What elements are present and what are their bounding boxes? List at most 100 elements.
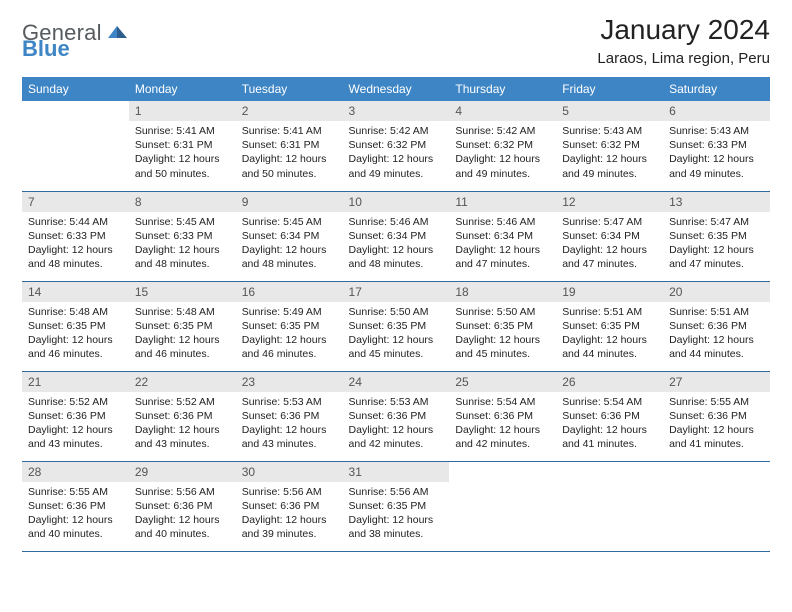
brand-mark-icon: [108, 24, 128, 45]
daylight-line: Daylight: 12 hours and 42 minutes.: [455, 423, 550, 451]
daylight-line: Daylight: 12 hours and 46 minutes.: [28, 333, 123, 361]
day-number: 19: [556, 282, 663, 302]
sunset-line: Sunset: 6:35 PM: [669, 229, 764, 243]
sunrise-line: Sunrise: 5:43 AM: [669, 124, 764, 138]
sunrise-line: Sunrise: 5:43 AM: [562, 124, 657, 138]
daylight-line: Daylight: 12 hours and 43 minutes.: [135, 423, 230, 451]
weekday-header: Tuesday: [236, 77, 343, 101]
day-number: 5: [556, 101, 663, 121]
day-number: 29: [129, 462, 236, 482]
calendar-body: .1Sunrise: 5:41 AMSunset: 6:31 PMDayligh…: [22, 101, 770, 551]
day-number: 30: [236, 462, 343, 482]
daylight-line: Daylight: 12 hours and 38 minutes.: [349, 513, 444, 541]
day-details: Sunrise: 5:52 AMSunset: 6:36 PMDaylight:…: [22, 392, 129, 458]
daylight-line: Daylight: 12 hours and 40 minutes.: [28, 513, 123, 541]
sunrise-line: Sunrise: 5:55 AM: [28, 485, 123, 499]
day-number: 9: [236, 192, 343, 212]
sunrise-line: Sunrise: 5:45 AM: [135, 215, 230, 229]
sunset-line: Sunset: 6:32 PM: [349, 138, 444, 152]
sunrise-line: Sunrise: 5:56 AM: [349, 485, 444, 499]
day-details: Sunrise: 5:45 AMSunset: 6:33 PMDaylight:…: [129, 212, 236, 278]
day-details: Sunrise: 5:50 AMSunset: 6:35 PMDaylight:…: [343, 302, 450, 368]
calendar-day-cell: 11Sunrise: 5:46 AMSunset: 6:34 PMDayligh…: [449, 191, 556, 281]
sunset-line: Sunset: 6:34 PM: [349, 229, 444, 243]
daylight-line: Daylight: 12 hours and 41 minutes.: [669, 423, 764, 451]
calendar-day-cell: 2Sunrise: 5:41 AMSunset: 6:31 PMDaylight…: [236, 101, 343, 191]
weekday-header: Wednesday: [343, 77, 450, 101]
calendar-day-cell: 19Sunrise: 5:51 AMSunset: 6:35 PMDayligh…: [556, 281, 663, 371]
calendar-day-cell: 27Sunrise: 5:55 AMSunset: 6:36 PMDayligh…: [663, 371, 770, 461]
calendar-day-cell: 9Sunrise: 5:45 AMSunset: 6:34 PMDaylight…: [236, 191, 343, 281]
sunrise-line: Sunrise: 5:50 AM: [455, 305, 550, 319]
sunset-line: Sunset: 6:36 PM: [242, 409, 337, 423]
day-details: Sunrise: 5:51 AMSunset: 6:36 PMDaylight:…: [663, 302, 770, 368]
day-details: Sunrise: 5:47 AMSunset: 6:35 PMDaylight:…: [663, 212, 770, 278]
daylight-line: Daylight: 12 hours and 50 minutes.: [242, 152, 337, 180]
sunrise-line: Sunrise: 5:48 AM: [135, 305, 230, 319]
daylight-line: Daylight: 12 hours and 40 minutes.: [135, 513, 230, 541]
day-details: Sunrise: 5:48 AMSunset: 6:35 PMDaylight:…: [22, 302, 129, 368]
day-number: 8: [129, 192, 236, 212]
sunset-line: Sunset: 6:36 PM: [242, 499, 337, 513]
calendar-day-cell: 7Sunrise: 5:44 AMSunset: 6:33 PMDaylight…: [22, 191, 129, 281]
sunset-line: Sunset: 6:31 PM: [135, 138, 230, 152]
calendar-day-cell: 5Sunrise: 5:43 AMSunset: 6:32 PMDaylight…: [556, 101, 663, 191]
sunrise-line: Sunrise: 5:48 AM: [28, 305, 123, 319]
sunrise-line: Sunrise: 5:50 AM: [349, 305, 444, 319]
day-details: Sunrise: 5:52 AMSunset: 6:36 PMDaylight:…: [129, 392, 236, 458]
daylight-line: Daylight: 12 hours and 46 minutes.: [242, 333, 337, 361]
calendar-day-cell: 23Sunrise: 5:53 AMSunset: 6:36 PMDayligh…: [236, 371, 343, 461]
day-details: Sunrise: 5:54 AMSunset: 6:36 PMDaylight:…: [449, 392, 556, 458]
weekday-header: Thursday: [449, 77, 556, 101]
day-number: 25: [449, 372, 556, 392]
day-number: 16: [236, 282, 343, 302]
calendar-day-cell: 12Sunrise: 5:47 AMSunset: 6:34 PMDayligh…: [556, 191, 663, 281]
calendar-day-cell: 21Sunrise: 5:52 AMSunset: 6:36 PMDayligh…: [22, 371, 129, 461]
day-number: 21: [22, 372, 129, 392]
day-details: Sunrise: 5:56 AMSunset: 6:36 PMDaylight:…: [129, 482, 236, 548]
calendar-day-cell: 13Sunrise: 5:47 AMSunset: 6:35 PMDayligh…: [663, 191, 770, 281]
sunrise-line: Sunrise: 5:42 AM: [349, 124, 444, 138]
daylight-line: Daylight: 12 hours and 43 minutes.: [242, 423, 337, 451]
sunset-line: Sunset: 6:34 PM: [562, 229, 657, 243]
daylight-line: Daylight: 12 hours and 48 minutes.: [242, 243, 337, 271]
calendar-day-cell: 28Sunrise: 5:55 AMSunset: 6:36 PMDayligh…: [22, 461, 129, 551]
day-details: Sunrise: 5:55 AMSunset: 6:36 PMDaylight:…: [22, 482, 129, 548]
calendar-day-cell: 25Sunrise: 5:54 AMSunset: 6:36 PMDayligh…: [449, 371, 556, 461]
calendar-week-row: 28Sunrise: 5:55 AMSunset: 6:36 PMDayligh…: [22, 461, 770, 551]
day-number: 17: [343, 282, 450, 302]
sunset-line: Sunset: 6:32 PM: [562, 138, 657, 152]
sunset-line: Sunset: 6:36 PM: [135, 499, 230, 513]
sunrise-line: Sunrise: 5:51 AM: [669, 305, 764, 319]
day-details: Sunrise: 5:46 AMSunset: 6:34 PMDaylight:…: [343, 212, 450, 278]
day-details: Sunrise: 5:45 AMSunset: 6:34 PMDaylight:…: [236, 212, 343, 278]
day-number: 2: [236, 101, 343, 121]
sunrise-line: Sunrise: 5:56 AM: [135, 485, 230, 499]
day-number: 10: [343, 192, 450, 212]
daylight-line: Daylight: 12 hours and 39 minutes.: [242, 513, 337, 541]
daylight-line: Daylight: 12 hours and 46 minutes.: [135, 333, 230, 361]
daylight-line: Daylight: 12 hours and 49 minutes.: [349, 152, 444, 180]
daylight-line: Daylight: 12 hours and 45 minutes.: [349, 333, 444, 361]
daylight-line: Daylight: 12 hours and 41 minutes.: [562, 423, 657, 451]
calendar-week-row: 7Sunrise: 5:44 AMSunset: 6:33 PMDaylight…: [22, 191, 770, 281]
day-number: 15: [129, 282, 236, 302]
sunrise-line: Sunrise: 5:55 AM: [669, 395, 764, 409]
day-number: 1: [129, 101, 236, 121]
day-details: Sunrise: 5:54 AMSunset: 6:36 PMDaylight:…: [556, 392, 663, 458]
sunrise-line: Sunrise: 5:46 AM: [349, 215, 444, 229]
calendar-day-cell: 20Sunrise: 5:51 AMSunset: 6:36 PMDayligh…: [663, 281, 770, 371]
weekday-header: Saturday: [663, 77, 770, 101]
day-details: Sunrise: 5:42 AMSunset: 6:32 PMDaylight:…: [343, 121, 450, 187]
sunset-line: Sunset: 6:34 PM: [455, 229, 550, 243]
calendar-day-cell: .: [663, 461, 770, 551]
calendar-day-cell: 16Sunrise: 5:49 AMSunset: 6:35 PMDayligh…: [236, 281, 343, 371]
calendar-week-row: .1Sunrise: 5:41 AMSunset: 6:31 PMDayligh…: [22, 101, 770, 191]
day-details: Sunrise: 5:53 AMSunset: 6:36 PMDaylight:…: [343, 392, 450, 458]
calendar-day-cell: .: [449, 461, 556, 551]
day-details: Sunrise: 5:42 AMSunset: 6:32 PMDaylight:…: [449, 121, 556, 187]
brand-word-2: Blue: [22, 36, 70, 62]
sunset-line: Sunset: 6:35 PM: [349, 319, 444, 333]
calendar-day-cell: 29Sunrise: 5:56 AMSunset: 6:36 PMDayligh…: [129, 461, 236, 551]
calendar-day-cell: .: [22, 101, 129, 191]
